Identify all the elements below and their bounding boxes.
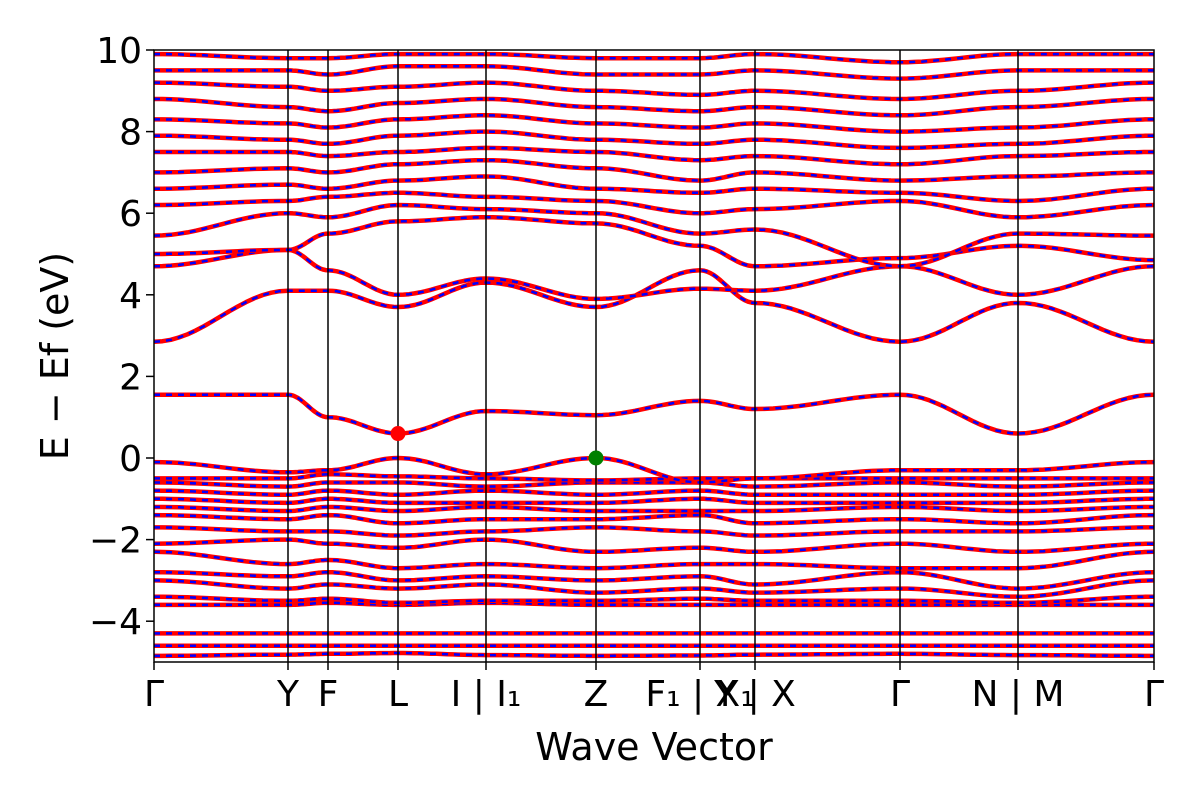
band-line-spin-down <box>154 146 1154 166</box>
high-symmetry-lines <box>287 50 1019 662</box>
x-tick-label: Y <box>276 674 300 715</box>
y-tick-label: 10 <box>96 31 142 72</box>
band-line-spin-down <box>154 526 1154 537</box>
band-line-spin-down <box>154 595 1154 605</box>
band-line-spin-up <box>154 480 1154 489</box>
y-tick-label: 2 <box>119 357 142 398</box>
band-line-spin-down <box>154 538 1154 554</box>
x-tick-label: Y | X <box>713 674 796 715</box>
band-line-spin-down <box>154 473 1154 482</box>
x-tick-label: N | M <box>971 674 1064 715</box>
band-line-spin-down <box>154 269 1154 343</box>
y-tick-label: −2 <box>89 521 142 562</box>
band-line-spin-up <box>154 268 1154 344</box>
y-tick-label: 6 <box>119 194 142 235</box>
y-axis-title: E − Ef (eV) <box>33 252 77 461</box>
band-line-spin-up <box>154 129 1154 151</box>
y-tick-label: −4 <box>89 602 142 643</box>
x-axis-title: Wave Vector <box>535 725 773 769</box>
band-line-spin-down <box>154 97 1154 117</box>
band-line-spin-down <box>154 570 1154 590</box>
band-line-spin-down <box>154 52 1154 64</box>
y-axis-ticks: 10 8 6 4 2 0 −2 −4 <box>89 31 154 643</box>
x-tick-label: Z <box>584 674 609 715</box>
band-line-spin-up <box>154 113 1154 134</box>
cbm-marker <box>390 426 406 442</box>
band-line-spin-up <box>154 488 1154 497</box>
band-line-spin-up <box>154 504 1154 514</box>
x-tick-label: L <box>388 674 408 715</box>
band-line-spin-up <box>154 472 1154 483</box>
vbm-marker <box>588 450 604 466</box>
band-line-spin-up <box>154 80 1154 102</box>
band-line-spin-down <box>154 114 1154 133</box>
band-line-spin-up <box>154 145 1154 167</box>
band-line-spin-down <box>154 175 1154 203</box>
band-line-spin-down <box>154 489 1154 496</box>
x-tick-label: Γ <box>144 674 164 715</box>
band-edge-markers <box>390 426 604 466</box>
band-line-spin-down <box>154 81 1154 101</box>
band-line-spin-up <box>154 525 1154 538</box>
band-line-spin-up <box>154 537 1154 555</box>
band-line-spin-up <box>154 496 1154 506</box>
band-line-spin-down <box>154 497 1154 505</box>
band-line-spin-down <box>154 481 1154 488</box>
x-tick-label: Γ <box>890 674 910 715</box>
band-line-spin-down <box>154 651 1154 658</box>
y-tick-label: 8 <box>119 113 142 154</box>
band-line-spin-up <box>154 51 1154 65</box>
energy-bands <box>154 51 1154 659</box>
band-line-spin-down <box>154 130 1154 150</box>
band-line-spin-down <box>154 601 1154 607</box>
x-tick-label: I | I₁ <box>451 674 522 715</box>
band-line-spin-down <box>154 579 1154 598</box>
band-line-spin-up <box>154 392 1154 436</box>
band-line-spin-down <box>154 65 1154 80</box>
band-line-spin-down <box>154 505 1154 513</box>
y-tick-label: 4 <box>119 276 142 317</box>
band-line-spin-up <box>154 549 1154 571</box>
band-line-spin-down <box>154 513 1154 525</box>
x-tick-label: Γ <box>1144 674 1164 715</box>
y-tick-label: 0 <box>119 439 142 480</box>
x-tick-label: F₁ | X₁ <box>645 674 754 715</box>
plot-frame <box>153 49 1155 663</box>
band-line-spin-down <box>154 550 1154 570</box>
band-line-spin-down <box>154 191 1154 219</box>
x-tick-label: F <box>318 674 339 715</box>
band-line-spin-up <box>154 64 1154 81</box>
band-line-spin-down <box>154 158 1154 182</box>
